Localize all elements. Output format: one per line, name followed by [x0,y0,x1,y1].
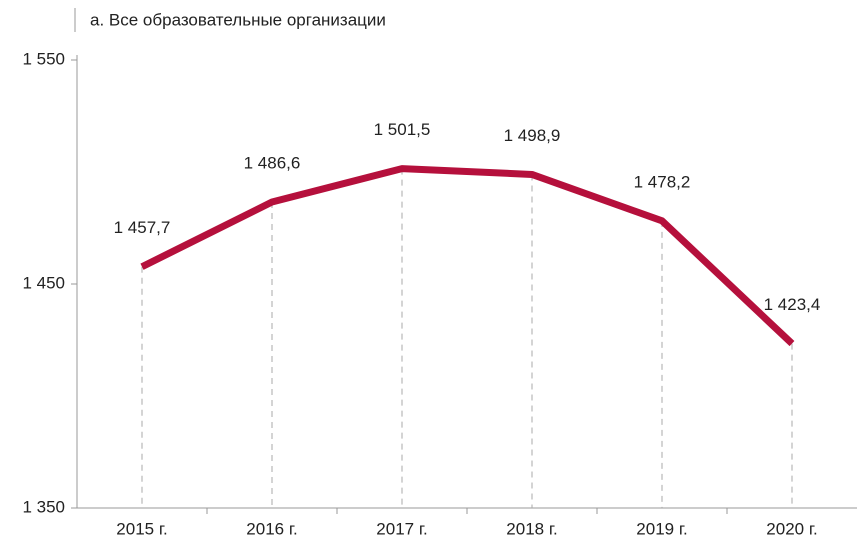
data-label: 1 501,5 [374,120,431,139]
data-label: 1 457,7 [114,218,171,237]
x-tick-label: 2020 г. [766,519,817,538]
chart-title: а. Все образовательные организации [90,10,386,29]
x-tick-label: 2016 г. [246,519,297,538]
y-tick-label: 1 350 [22,497,65,516]
y-tick-label: 1 550 [22,49,65,68]
data-label: 1 478,2 [634,172,691,191]
x-tick-label: 2019 г. [636,519,687,538]
series-line [140,165,795,347]
data-label: 1 423,4 [764,295,821,314]
x-tick-label: 2015 г. [116,519,167,538]
data-label: 1 486,6 [244,154,301,173]
x-tick-label: 2018 г. [506,519,557,538]
y-tick-label: 1 450 [22,273,65,292]
data-label: 1 498,9 [504,126,561,145]
x-tick-label: 2017 г. [376,519,427,538]
